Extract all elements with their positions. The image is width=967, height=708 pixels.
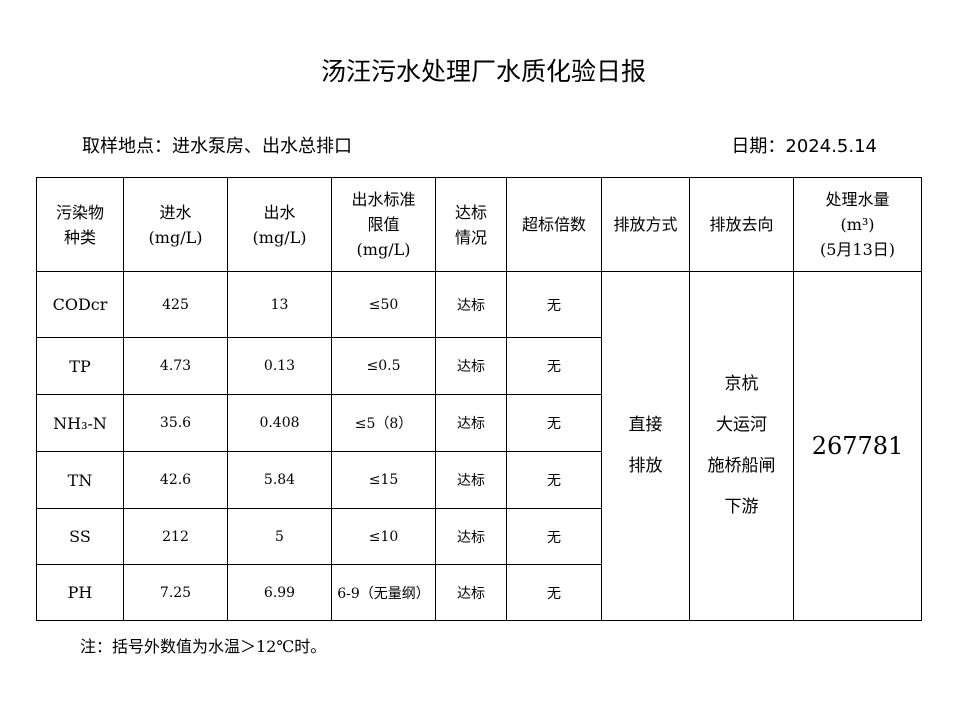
note: 注：括号外数值为水温＞12℃时。 xyxy=(80,637,327,656)
column-header: 超标倍数 xyxy=(506,177,602,272)
quality-table: 污染物 种类 进水 (mg/L) 出水 (mg/L) 出水标准 限值 (mg/L) 达标… xyxy=(36,177,922,621)
cell: 212 xyxy=(123,508,228,565)
pollutant: TN xyxy=(36,451,124,509)
column-header: 排放方式 xyxy=(601,177,690,272)
column-header: 出水 (mg/L) xyxy=(227,177,332,272)
cell: 0.408 xyxy=(227,394,332,452)
sampling-location: 取样地点：进水泵房、出水总排口 xyxy=(82,136,352,157)
cell: 7.25 xyxy=(123,564,228,621)
cell: 4.73 xyxy=(123,337,228,395)
cell: 35.6 xyxy=(123,394,228,452)
cell: 达标 xyxy=(435,394,507,452)
cell: 达标 xyxy=(435,451,507,509)
column-header: 达标 情况 xyxy=(435,177,507,272)
cell: 0.13 xyxy=(227,337,332,395)
column-header: 污染物 种类 xyxy=(36,177,124,272)
data-row: SS 212 5 ≤10 达标无 xyxy=(36,508,922,565)
pollutant: NH₃-N xyxy=(36,394,124,452)
cell: 5 xyxy=(227,508,332,565)
cell: 无 xyxy=(506,451,602,509)
cell: ≤5（8） xyxy=(331,394,436,452)
data-row: TP 4.73 0.13 ≤0.5 达标无 xyxy=(36,337,922,395)
cell: 5.84 xyxy=(227,451,332,509)
cell: 达标 xyxy=(435,337,507,395)
cell: 无 xyxy=(506,337,602,395)
column-header: 出水标准 限值 (mg/L) xyxy=(331,177,436,272)
column-header: 进水 (mg/L) xyxy=(123,177,228,272)
cell: 无 xyxy=(506,271,602,338)
cell: 无 xyxy=(506,394,602,452)
cell: ≤0.5 xyxy=(331,337,436,395)
data-row: CODcr 425 13 ≤50 达标无直接 排放 京杭 大运河 施桥船闸 下游 26778… xyxy=(36,271,922,621)
table-body: CODcr 425 13 ≤50 达标无直接 排放 京杭 大运河 施桥船闸 下游 26778… xyxy=(36,271,922,621)
cell: 达标 xyxy=(435,508,507,565)
cell: 6.99 xyxy=(227,564,332,621)
data-row: NH₃-N 35.6 0.408 ≤5（8） 达标无 xyxy=(36,394,922,452)
cell: 42.6 xyxy=(123,451,228,509)
column-header: 处理水量 (m³) (5月13日) xyxy=(793,177,922,272)
cell: 6-9（无量纲） xyxy=(331,564,436,621)
cell: 无 xyxy=(506,564,602,621)
treated-volume: 267781 xyxy=(793,271,922,621)
pollutant: SS xyxy=(36,508,124,565)
cell: 13 xyxy=(227,271,332,338)
pollutant: PH xyxy=(36,564,124,621)
data-row: PH 7.25 6.99 6-9（无量纲） 达标无 xyxy=(36,564,922,621)
data-row: TN 42.6 5.84 ≤15 达标无 xyxy=(36,451,922,509)
cell: 无 xyxy=(506,508,602,565)
cell: ≤50 xyxy=(331,271,436,338)
report-date: 日期：2024.5.14 xyxy=(731,136,877,157)
header-row: 污染物 种类 进水 (mg/L) 出水 (mg/L) 出水标准 限值 (mg/L) 达标… xyxy=(36,177,922,272)
cell: 达标 xyxy=(435,564,507,621)
pollutant: TP xyxy=(36,337,124,395)
cell: 425 xyxy=(123,271,228,338)
discharge-destination: 京杭 大运河 施桥船闸 下游 xyxy=(689,271,794,621)
discharge-method: 直接 排放 xyxy=(601,271,690,621)
cell: ≤10 xyxy=(331,508,436,565)
column-header: 排放去向 xyxy=(689,177,794,272)
title: 汤汪污水处理厂水质化验日报 xyxy=(320,57,646,86)
pollutant: CODcr xyxy=(36,271,124,338)
cell: ≤15 xyxy=(331,451,436,509)
cell: 达标 xyxy=(435,271,507,338)
